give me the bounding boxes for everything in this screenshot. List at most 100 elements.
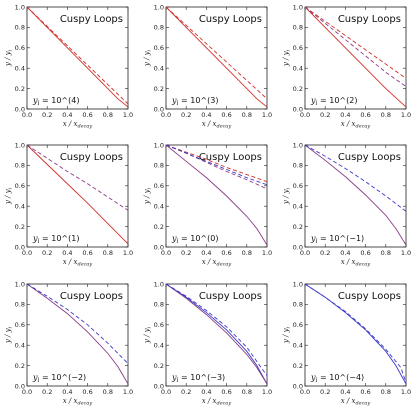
x-tick-label: 0.6 (221, 111, 231, 119)
panel-title: Cuspy Loops (199, 291, 262, 302)
x-tick-label: 1.0 (262, 111, 272, 119)
x-tick-label: 0.8 (381, 388, 391, 396)
x-axis-label: x / xdecay (63, 258, 93, 268)
y-tick-label: 0.8 (154, 301, 164, 309)
x-tick-label: 0.2 (320, 388, 330, 396)
x-tick-label: 0.4 (340, 249, 350, 257)
plot-frame (165, 283, 268, 387)
series-line-red-solid (26, 144, 129, 245)
y-tick-label: 0.2 (154, 85, 164, 93)
x-tick-label: 0.6 (360, 111, 370, 119)
x-tick-label: 0.2 (181, 388, 191, 396)
y-axis-label: y / yi (282, 187, 292, 205)
series-line-purple-solid (26, 283, 129, 385)
panel-title: Cuspy Loops (60, 291, 123, 302)
x-tick-label: 0.0 (22, 388, 32, 396)
x-tick-label: 1.0 (401, 388, 411, 396)
plot-frame (165, 6, 268, 110)
x-tick-label: 0.8 (103, 249, 113, 257)
y-tick-label: 0.4 (15, 342, 25, 350)
series-line-red-solid (304, 6, 407, 108)
y-tick-label: 0.4 (15, 65, 25, 73)
y-tick-label: 1.0 (154, 280, 164, 288)
y-tick-label: 0.4 (293, 342, 303, 350)
series-line-blue-solid (165, 283, 268, 385)
y-tick-label: 0.8 (293, 162, 303, 170)
panel-annotation: yi = 10^(4) (32, 96, 79, 107)
y-tick-label: 0.6 (15, 44, 25, 52)
x-tick-label: 0.4 (62, 249, 72, 257)
series-line-blue-dashed (26, 283, 129, 364)
y-tick-label: 0.2 (154, 362, 164, 370)
y-tick-label: 0.4 (293, 203, 303, 211)
series-line-red-solid (165, 6, 268, 108)
y-axis-label: y / yi (4, 187, 14, 205)
x-tick-label: 0.2 (181, 249, 191, 257)
y-tick-label: 0.6 (15, 182, 25, 190)
x-axis-label: x / xdecay (341, 397, 371, 407)
plot-frame (165, 144, 268, 248)
x-tick-label: 0.8 (242, 111, 252, 119)
panel-title: Cuspy Loops (60, 152, 123, 163)
y-tick-label: 0.8 (15, 162, 25, 170)
plot-frame (26, 6, 129, 110)
chart-panel-8: 0.00.0 0.2 0.2 0.4 0.4 0.6 0.6 0.8 0.8 1.0 1.0 Cusp… (143, 280, 272, 406)
x-tick-label: 0.0 (161, 249, 171, 257)
y-tick-label: 0.8 (15, 24, 25, 32)
x-tick-label: 0.2 (42, 111, 52, 119)
x-tick-label: 1.0 (401, 249, 411, 257)
y-tick-label: 0.8 (293, 301, 303, 309)
y-tick-label: 0.0 (154, 105, 164, 113)
x-tick-label: 0.6 (360, 249, 370, 257)
y-tick-label: 1.0 (293, 3, 303, 11)
panel-title: Cuspy Loops (338, 152, 401, 163)
series-line-red-dashed (165, 6, 268, 100)
y-tick-label: 0.4 (154, 342, 164, 350)
y-tick-label: 0.0 (15, 105, 25, 113)
y-tick-label: 0.2 (293, 85, 303, 93)
x-tick-label: 0.4 (62, 388, 72, 396)
series-line-purple-dashed (165, 144, 268, 190)
panel-annotation: yi = 10^(−2) (32, 373, 86, 384)
chart-panel-4: 0.00.0 0.2 0.2 0.4 0.4 0.6 0.6 0.8 0.8 1.0 1.0 Cusp… (4, 141, 133, 267)
y-tick-label: 0.6 (154, 182, 164, 190)
y-tick-label: 0.0 (154, 243, 164, 251)
x-tick-label: 0.8 (103, 111, 113, 119)
y-tick-label: 0.2 (15, 362, 25, 370)
chart-panel-5: 0.00.0 0.2 0.2 0.4 0.4 0.6 0.6 0.8 0.8 1.0 1.0 Cusp… (143, 141, 272, 267)
y-tick-label: 1.0 (15, 280, 25, 288)
x-tick-label: 0.2 (320, 111, 330, 119)
series-line-purple-solid (165, 283, 268, 385)
panel-annotation: yi = 10^(−1) (310, 234, 364, 245)
x-tick-label: 0.4 (62, 111, 72, 119)
x-tick-label: 0.0 (300, 249, 310, 257)
x-tick-label: 0.6 (360, 388, 370, 396)
panel-annotation: yi = 10^(0) (171, 234, 218, 245)
x-tick-label: 1.0 (401, 111, 411, 119)
x-tick-label: 0.4 (201, 388, 211, 396)
y-axis-label: y / yi (282, 49, 292, 67)
y-tick-label: 0.0 (15, 382, 25, 390)
x-tick-label: 0.8 (103, 388, 113, 396)
x-tick-label: 0.8 (242, 388, 252, 396)
chart-panel-2: 0.00.0 0.2 0.2 0.4 0.4 0.6 0.6 0.8 0.8 1.0 1.0 Cusp… (143, 3, 272, 129)
panel-title: Cuspy Loops (338, 291, 401, 302)
panel-annotation: yi = 10^(−3) (171, 373, 225, 384)
plot-frame (304, 6, 407, 110)
panel-annotation: yi = 10^(2) (310, 96, 357, 107)
y-tick-label: 0.2 (154, 223, 164, 231)
x-axis-label: x / xdecay (202, 258, 232, 268)
chart-panel-3: 0.00.0 0.2 0.2 0.4 0.4 0.6 0.6 0.8 0.8 1.0 1.0 Cusp… (282, 3, 411, 129)
y-tick-label: 0.6 (154, 44, 164, 52)
x-axis-label: x / xdecay (63, 120, 93, 130)
x-tick-label: 0.2 (42, 388, 52, 396)
series-line-red-solid (26, 6, 129, 108)
y-tick-label: 1.0 (293, 141, 303, 149)
x-tick-label: 0.6 (221, 249, 231, 257)
x-tick-label: 0.0 (300, 111, 310, 119)
series-line-blue-dashed (304, 144, 407, 212)
panel-title: Cuspy Loops (199, 152, 262, 163)
x-tick-label: 1.0 (123, 388, 133, 396)
x-axis-label: x / xdecay (341, 120, 371, 130)
x-tick-label: 0.0 (22, 111, 32, 119)
